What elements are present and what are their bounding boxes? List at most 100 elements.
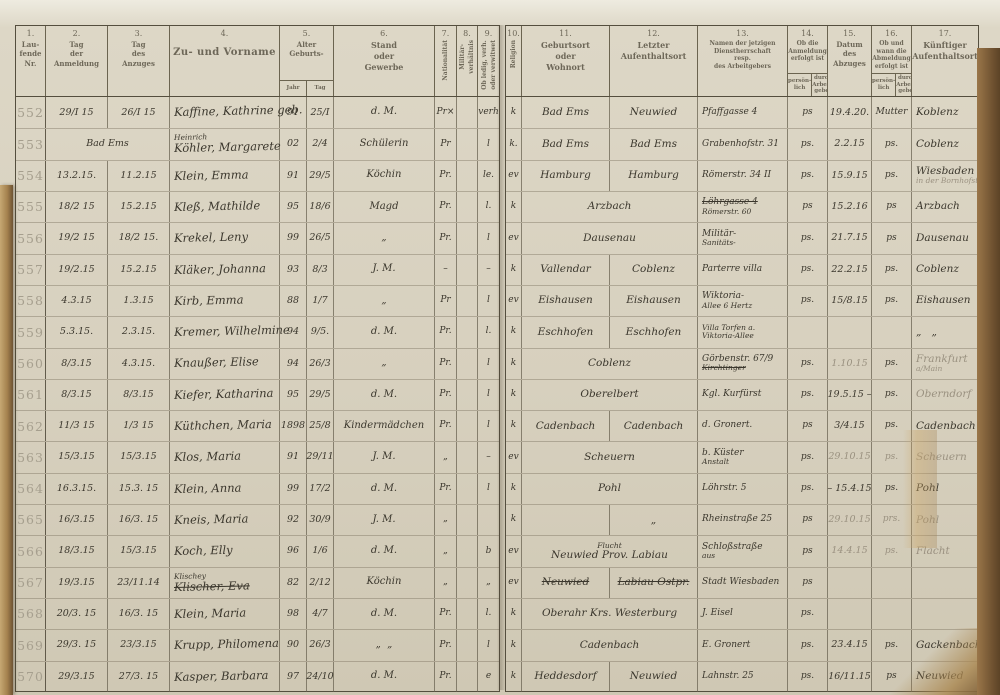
geburtsjahr: 94 [280, 317, 307, 348]
handwritten-text: 568 [17, 606, 44, 622]
religion: k [506, 599, 522, 630]
anmeldung-anzug-span: Bad Ems [46, 129, 170, 160]
handwritten-text: aus [702, 551, 716, 561]
handwritten-text: 8/3 [312, 263, 328, 275]
handwritten-text: Bad Ems [541, 137, 590, 150]
handwritten-text: Neuwied Prov. Labiau [551, 548, 668, 561]
handwritten-text: Coblenz [916, 137, 959, 150]
religion: k [506, 254, 522, 285]
geburtstag: 1/6 [307, 536, 334, 567]
ledger-row: 563 15/3.15 15/3.15 Klos, Maria 91 29/11 J. M.… [16, 441, 499, 473]
row-number: 569 [16, 630, 46, 661]
nationalitaet: Pr. [435, 348, 457, 379]
tag-des-anzuges: 27/3. 15 [108, 661, 170, 692]
datum-des-abzuges: 23.4.15 [828, 630, 872, 661]
tag-der-anmeldung: 19/2.15 [46, 254, 108, 285]
handwritten-text: Stadt Wiesbaden [702, 576, 780, 587]
handwritten-text: d. M. [370, 325, 398, 337]
militaerverhaeltnis [457, 191, 478, 223]
geburtstag: 24/10 [306, 661, 334, 692]
handwritten-text: 15/8.15 [831, 294, 868, 306]
page-edge-patch [903, 430, 937, 548]
handwritten-text: 94 [286, 357, 300, 369]
stand-oder-gewerbe: d. M. [334, 317, 435, 348]
militaerverhaeltnis [457, 536, 478, 567]
handwritten-text: l [487, 138, 490, 149]
handwritten-text: 23.4.15 [831, 639, 868, 651]
handwritten-text: – [443, 263, 448, 274]
militaerverhaeltnis [457, 129, 478, 160]
geburtstag: 17/2 [307, 473, 334, 505]
nationalitaet: „ [435, 567, 457, 598]
handwritten-text: Klos, Maria [173, 448, 242, 465]
col-label: Datum des Abzuges [833, 40, 866, 68]
handwritten-text: 15.3. 15 [118, 482, 159, 494]
handwritten-text: Pr. [439, 420, 452, 431]
nationalitaet: Pr. [435, 411, 457, 442]
handwritten-text: Allee 6 Hertz [702, 300, 753, 310]
handwritten-text: 8/3.15 [61, 388, 92, 400]
geburtsort: Eishausen [522, 285, 610, 317]
handwritten-text: 5.3.15. [59, 326, 94, 338]
handwritten-text: 29/3.15 [58, 670, 95, 682]
row-number: 561 [16, 379, 46, 411]
handwritten-text: Eishausen [916, 294, 971, 307]
abmeldung-erfolgt [872, 317, 912, 348]
tag-des-anzuges: 15.3. 15 [108, 473, 170, 505]
handwritten-text: 3/4.15 [834, 420, 865, 432]
handwritten-text: 29/5 [309, 388, 331, 400]
tag-des-anzuges: 8/3.15 [108, 379, 170, 411]
familienstand: l [478, 129, 499, 159]
abmeldung-erfolgt: ps [872, 191, 912, 223]
handwritten-text: 88 [286, 294, 300, 306]
kuenftiger-aufenthaltsort: Eishausen [912, 286, 978, 316]
familienstand: l [478, 223, 499, 253]
handwritten-text: ps. [884, 389, 899, 400]
datum-des-abzuges: 15/8.15 [828, 285, 872, 317]
table-header-right: 10. Religion 11. Geburtsort oder Wohnort… [506, 26, 978, 97]
handwritten-text: 29/I 15 [59, 106, 94, 118]
familienstand: – [478, 442, 499, 472]
militaerverhaeltnis [457, 505, 478, 536]
handwritten-text: J. Eisel [702, 608, 733, 619]
row-number: 553 [16, 129, 46, 160]
familienstand [478, 505, 499, 535]
anmeldung-erfolgt: ps [788, 536, 828, 567]
ledger-row: ev Flucht Neuwied Prov. Labiau Schloßstraße… [506, 535, 978, 567]
handwritten-text: 2/4 [312, 138, 328, 150]
handwritten-text: Flucht [597, 540, 622, 550]
dienstherrschaft: Wiktoria- Allee 6 Hertz [698, 285, 788, 317]
ledger-row: 567 19/3.15 23/11.14 Klischey Klischer, Eva 8… [16, 566, 499, 598]
dienstherrschaft: E. Gronert [698, 630, 788, 661]
datum-des-abzuges: 16/11.15 [828, 661, 872, 692]
row-number: 560 [16, 348, 46, 379]
stand-oder-gewerbe: Schülerin [334, 129, 435, 160]
geburtstag: 9/5. [307, 317, 334, 348]
abmeldung-erfolgt: ps. [872, 442, 912, 473]
religion: k [506, 630, 522, 661]
handwritten-text: J. M. [372, 513, 396, 525]
anmeldung-erfolgt: ps. [788, 223, 828, 254]
anmeldung-erfolgt: ps. [788, 254, 828, 285]
handwritten-text: 1.3.15 [123, 294, 154, 306]
nationalitaet: „ [435, 536, 457, 567]
dienstherrschaft: Kgl. Kurfürst [698, 379, 788, 411]
col-label: Zu- und Vorname [173, 47, 276, 58]
handwritten-text: 16.3.15. [56, 482, 97, 494]
handwritten-text: Pr× [436, 106, 455, 117]
geburtsort-und-aufenthaltsort-span: Oberahr Krs. Westerburg [522, 599, 698, 630]
handwritten-text: Rheinstraße 25 [702, 514, 773, 525]
handwritten-text: Kindermädchen [343, 419, 425, 431]
handwritten-text: Militär- [702, 228, 737, 239]
geburtstag: 18/6 [307, 191, 334, 223]
col-number: 16. [885, 29, 898, 38]
dienstherrschaft: Parterre villa [698, 254, 788, 285]
handwritten-text: Pr. [439, 357, 452, 368]
stand-oder-gewerbe: d. M. [334, 379, 435, 411]
geburtsjahr: 1898 [280, 411, 307, 442]
familienstand: l [478, 630, 499, 660]
col-number: 10. [507, 29, 520, 38]
handwritten-text: Sanitäts- [702, 238, 736, 248]
col-label: Lau- fende Nr. [19, 40, 42, 68]
col-number: 13. [736, 29, 749, 38]
